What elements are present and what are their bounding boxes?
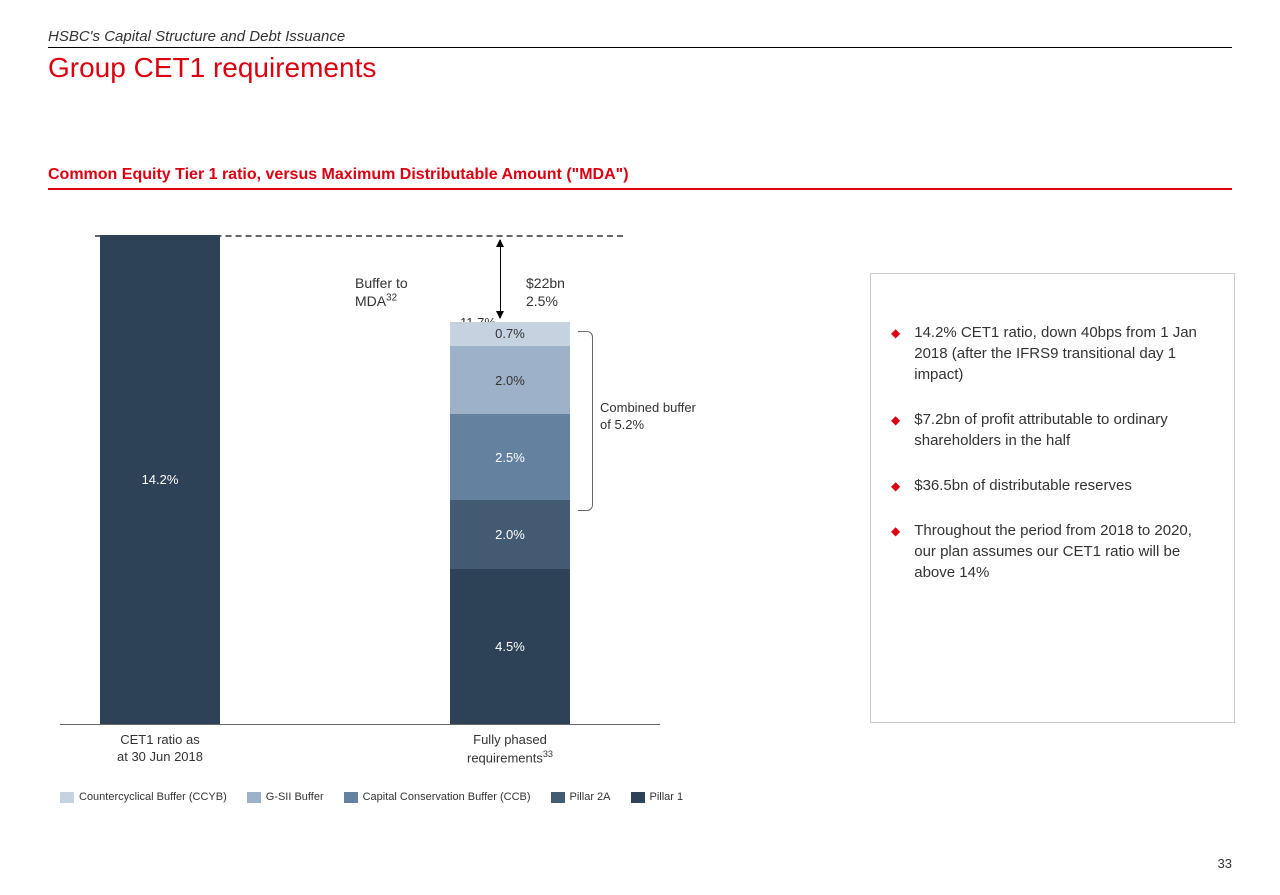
- legend-item: Countercyclical Buffer (CCYB): [60, 791, 227, 803]
- page-number: 33: [1218, 856, 1232, 871]
- diamond-icon: ◆: [891, 412, 900, 451]
- key-point: ◆ $7.2bn of profit attributable to ordina…: [891, 409, 1214, 451]
- legend-swatch: [631, 792, 645, 803]
- key-point-text: Throughout the period from 2018 to 2020,…: [914, 520, 1214, 583]
- segment-countercyclical-buffer-ccyb-: 0.7%: [450, 322, 570, 346]
- legend-item: Pillar 2A: [551, 791, 611, 803]
- subtitle: Common Equity Tier 1 ratio, versus Maxim…: [48, 166, 1232, 184]
- legend-swatch: [551, 792, 565, 803]
- legend-label: G-SII Buffer: [266, 791, 324, 803]
- buffer-arrow: [500, 240, 501, 318]
- segment-pillar-2a: 2.0%: [450, 500, 570, 569]
- bar1-x-label: CET1 ratio as at 30 Jun 2018: [85, 732, 235, 766]
- header-eyebrow: HSBC's Capital Structure and Debt Issuan…: [48, 28, 1232, 48]
- legend-label: Pillar 2A: [570, 791, 611, 803]
- legend-label: Pillar 1: [650, 791, 684, 803]
- key-point-text: $7.2bn of profit attributable to ordinar…: [914, 409, 1214, 451]
- segment-pillar-1: 4.5%: [450, 569, 570, 724]
- key-point: ◆Throughout the period from 2018 to 2020…: [891, 520, 1214, 583]
- buffer-annotation-right: $22bn 2.5%: [526, 274, 565, 310]
- segment-capital-conservation-buffer-ccb-: 2.5%: [450, 414, 570, 500]
- key-points-box: ◆14.2% CET1 ratio, down 40bps from 1 Jan…: [870, 273, 1235, 723]
- diamond-icon: ◆: [891, 325, 900, 385]
- legend-swatch: [60, 792, 74, 803]
- cet1-chart: Buffer to MDA32 $22bn 2.5% 14.2% 11.7% 0…: [60, 235, 840, 725]
- buffer-annotation-left: Buffer to MDA32: [355, 274, 408, 310]
- main-title: Group CET1 requirements: [48, 52, 1232, 84]
- subtitle-section: Common Equity Tier 1 ratio, versus Maxim…: [48, 166, 1232, 190]
- cet1-ratio-bar: 14.2%: [100, 235, 220, 724]
- key-point-text: $36.5bn of distributable reserves: [914, 475, 1132, 496]
- x-axis: [60, 724, 660, 725]
- chart-legend: Countercyclical Buffer (CCYB) G-SII Buffe…: [60, 791, 683, 803]
- combined-buffer-label: Combined buffer of 5.2%: [600, 400, 696, 434]
- slide-header: HSBC's Capital Structure and Debt Issuan…: [48, 28, 1232, 84]
- key-point-text: 14.2% CET1 ratio, down 40bps from 1 Jan …: [914, 322, 1214, 385]
- legend-swatch: [247, 792, 261, 803]
- key-point: ◆14.2% CET1 ratio, down 40bps from 1 Jan…: [891, 322, 1214, 385]
- legend-item: Pillar 1: [631, 791, 684, 803]
- segment-g-sii-buffer: 2.0%: [450, 346, 570, 415]
- key-point: ◆ $36.5bn of distributable reserves: [891, 475, 1214, 496]
- diamond-icon: ◆: [891, 478, 900, 496]
- cet1-ratio-value: 14.2%: [142, 472, 179, 487]
- combined-buffer-bracket: [578, 331, 593, 511]
- bar2-x-label: Fully phased requirements33: [435, 732, 585, 767]
- legend-item: Capital Conservation Buffer (CCB): [344, 791, 531, 803]
- diamond-icon: ◆: [891, 523, 900, 583]
- legend-label: Capital Conservation Buffer (CCB): [363, 791, 531, 803]
- legend-label: Countercyclical Buffer (CCYB): [79, 791, 227, 803]
- legend-item: G-SII Buffer: [247, 791, 324, 803]
- requirements-bar: 0.7%2.0%2.5%2.0%4.5%: [450, 322, 570, 724]
- legend-swatch: [344, 792, 358, 803]
